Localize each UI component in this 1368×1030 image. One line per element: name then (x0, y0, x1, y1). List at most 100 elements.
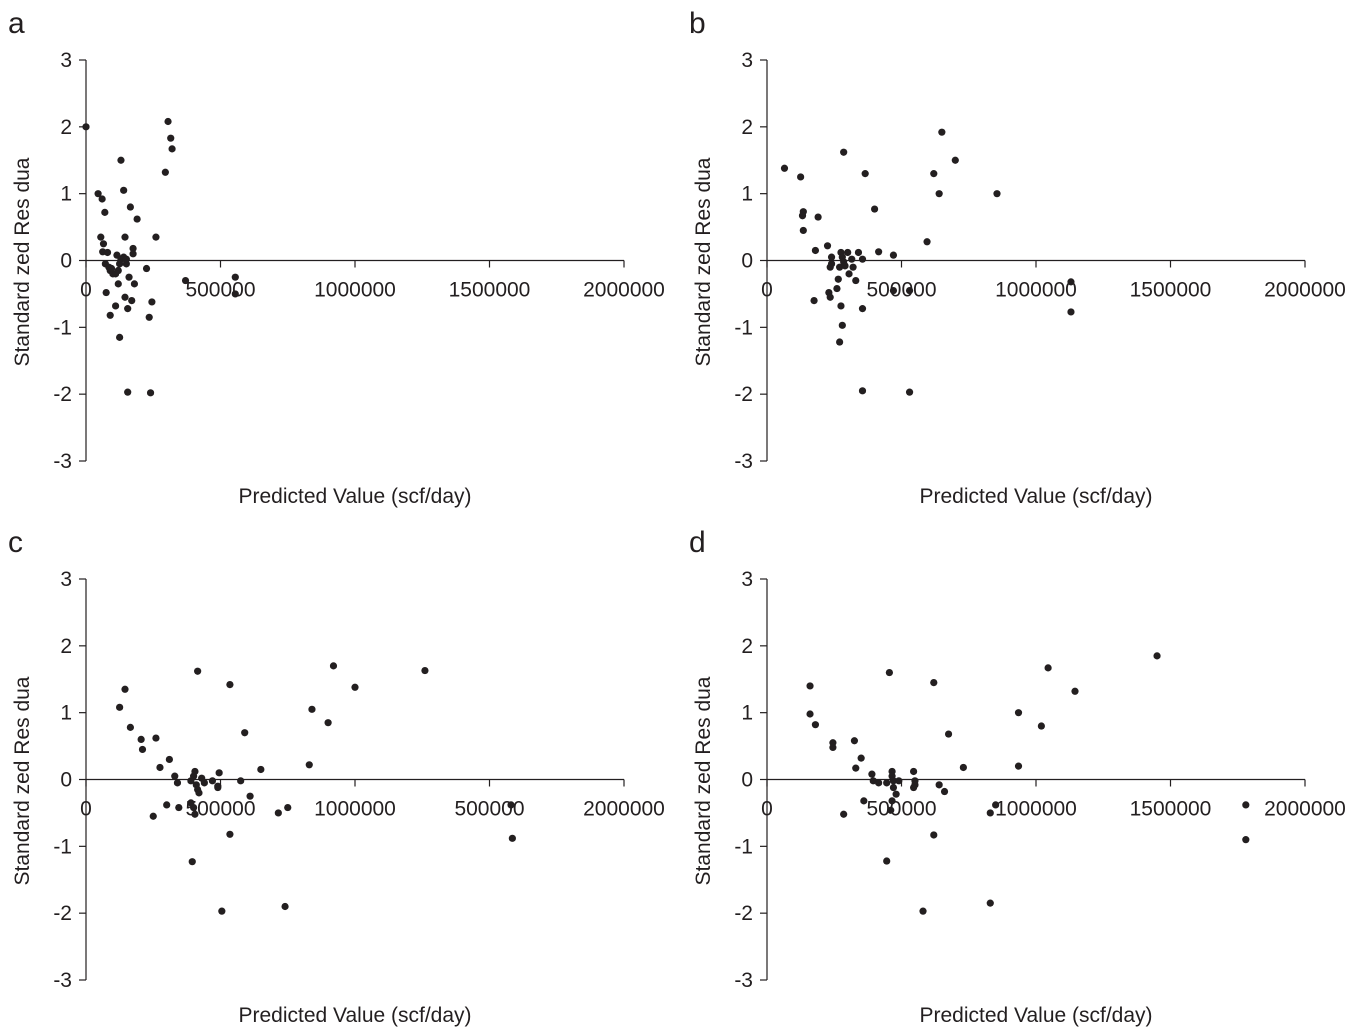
panel-b-data-point (799, 226, 807, 235)
panel-c-data-point (137, 735, 145, 743)
panel-c-data-point (305, 761, 313, 769)
panel-b-data-point (938, 128, 946, 136)
panel-d-x-tick-label: 500000 (866, 798, 936, 821)
panel-d-data-point (1242, 801, 1250, 809)
panel-a-y-tick-label: -3 (53, 450, 72, 473)
panel-d-data-point (1014, 762, 1023, 770)
panel-a-data-point (181, 276, 190, 285)
panel-b-data-point (905, 388, 914, 396)
panel-d-y-tick-label: -2 (734, 902, 753, 925)
panel-d-data-point (840, 810, 848, 818)
panel-c-y-tick-label: -1 (53, 835, 72, 858)
panel-b-data-point (889, 251, 898, 259)
panel-a-letter: a (8, 7, 25, 40)
panel-c-y-tick-label: -2 (53, 902, 72, 925)
panel-d-data-point (806, 710, 814, 718)
panel-b-data-point (889, 286, 898, 295)
panel-b-y-tick-label: 3 (741, 49, 753, 72)
panel-a-y-tick-label: 2 (60, 116, 72, 139)
panel-c-data-point (195, 789, 203, 797)
panel-a-data-point (101, 208, 109, 216)
panel-d-y-tick-label: -1 (734, 835, 753, 858)
panel-b-x-tick-label: 500000 (866, 279, 936, 302)
panel-a-data-point (130, 280, 139, 288)
panel-a-data-point (128, 297, 136, 305)
panel-b-data-point (854, 248, 863, 257)
panel-b-y-tick-label: -3 (734, 450, 753, 473)
panel-b-y-tick-label: 2 (741, 116, 753, 139)
panel-b-data-point (823, 242, 832, 250)
panel-c-data-point (508, 834, 516, 842)
panel-a-data-point (117, 156, 125, 164)
panel-b-data-point (861, 170, 869, 178)
panel-a-data-point (126, 203, 134, 211)
panel-b-letter: b (689, 7, 706, 40)
panel-d-data-point (811, 721, 820, 729)
panel-d-letter: d (689, 526, 706, 559)
panel-a-data-point (121, 233, 129, 241)
panel-c-data-point (171, 772, 179, 780)
panel-a: a 3 2 1 0 -1 -2 -3 0 500000 1000000 1500000 2000000… (8, 7, 665, 508)
panel-d-data-point (919, 907, 927, 915)
panel-a-x-tick-label: 2000000 (583, 279, 665, 302)
panel-a-x-tick-label: 1000000 (314, 279, 396, 302)
panel-c-data-point (173, 779, 182, 787)
panel-a-data-point (98, 195, 106, 203)
panel-c-y-tick-label: 1 (60, 702, 72, 725)
panel-d-data-point (888, 797, 896, 805)
panel-a-data-point (114, 280, 122, 288)
panel-a-data-point (167, 134, 175, 142)
panel-a-data-point (94, 190, 102, 198)
panel-b-x-tick-label: 1500000 (1130, 279, 1212, 302)
panel-b-data-point (838, 321, 846, 329)
panel-d-x-axis-title: Predicted Value (scf/day) (919, 1004, 1152, 1027)
panel-b-data-point (834, 275, 842, 283)
panel-a-data-point (124, 388, 132, 396)
panel-c-data-point (191, 767, 199, 776)
panel-d-x-tick-label: 1500000 (1130, 798, 1212, 821)
panel-c-data-point (308, 705, 316, 713)
panel-b-x-axis-title: Predicted Value (scf/day) (919, 485, 1152, 508)
panel-a-y-axis-title: Standard zed Res dua (11, 157, 34, 366)
panel-c-letter: c (8, 526, 23, 559)
panel-c: c 3 2 1 0 -1 -2 -3 0 500000 1000000 500000 2000000 P… (8, 526, 665, 1027)
panel-a-data-point (161, 168, 169, 176)
panel-c-data-point (200, 779, 208, 787)
panel-a-y-tick-label: -2 (53, 383, 72, 406)
panel-c-data-point (156, 763, 164, 772)
panel-a-data-point (231, 273, 239, 281)
panel-b-data-point (814, 213, 822, 221)
panel-a-data-point (129, 250, 137, 258)
panel-d-data-point (875, 779, 883, 787)
panel-a-data-point (145, 313, 153, 321)
panel-b-data-point (827, 253, 836, 261)
panel-d-x-tick-label: 1000000 (995, 798, 1077, 821)
panel-b-data-point (836, 338, 844, 346)
panel-c-data-point (218, 907, 226, 915)
panel-b-data-point (797, 173, 805, 181)
panel-a-y-tick-label: 1 (60, 183, 72, 206)
panel-a-data-point (107, 264, 116, 273)
panel-b-data-point (827, 260, 836, 268)
panel-d-data-point (930, 678, 938, 687)
panel-d-data-point (883, 779, 891, 787)
panel-b-data-point (993, 190, 1001, 198)
panel-d-y-axis-title: Standard zed Res dua (692, 676, 715, 885)
panel-b-data-point (841, 262, 849, 270)
panel-d-x-tick-label: 2000000 (1264, 798, 1346, 821)
panel-b-data-point (930, 170, 938, 178)
panel-c-y-tick-label: 0 (60, 769, 72, 792)
panel-a-data-point (164, 117, 172, 126)
panel-d-data-point (930, 831, 938, 839)
panel-b-data-point (811, 246, 820, 255)
panel-c-data-point (226, 680, 234, 689)
panel-d-y-tick-label: 3 (741, 568, 753, 591)
panel-b-data-point (875, 248, 883, 256)
panel-a-data-point (152, 233, 160, 241)
panel-b-data-point (798, 212, 807, 220)
panel-b: b 3 2 1 0 -1 -2 -3 0 500000 1000000 1500000 2000000… (689, 7, 1346, 508)
panel-d-data-point (986, 809, 994, 817)
panel-c-data-point (214, 783, 222, 792)
panel-b-data-point (810, 297, 818, 305)
